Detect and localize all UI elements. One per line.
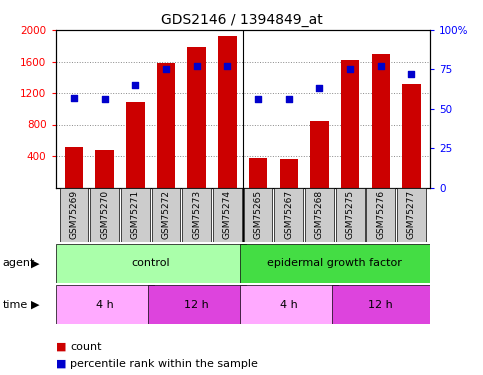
Bar bbox=[243, 188, 272, 242]
Text: 4 h: 4 h bbox=[96, 300, 114, 310]
Bar bbox=[148, 285, 246, 324]
Text: GSM75276: GSM75276 bbox=[376, 190, 385, 239]
Bar bbox=[274, 188, 303, 242]
Bar bbox=[305, 188, 334, 242]
Bar bbox=[240, 285, 338, 324]
Point bbox=[315, 85, 323, 91]
Bar bbox=[59, 188, 88, 242]
Bar bbox=[187, 47, 206, 188]
Text: ■: ■ bbox=[56, 342, 66, 352]
Text: control: control bbox=[131, 258, 170, 268]
Text: GSM75268: GSM75268 bbox=[315, 190, 324, 239]
Bar bbox=[397, 188, 426, 242]
Bar bbox=[56, 285, 154, 324]
Point bbox=[193, 63, 200, 69]
Text: GSM75273: GSM75273 bbox=[192, 190, 201, 239]
Text: epidermal growth factor: epidermal growth factor bbox=[267, 258, 402, 268]
Text: GSM75271: GSM75271 bbox=[131, 190, 140, 239]
Bar bbox=[240, 244, 430, 283]
Point bbox=[346, 66, 354, 72]
Bar bbox=[65, 147, 83, 188]
Bar bbox=[332, 285, 430, 324]
Bar bbox=[402, 84, 421, 188]
Bar bbox=[280, 159, 298, 188]
Point bbox=[254, 96, 262, 102]
Text: 12 h: 12 h bbox=[185, 300, 209, 310]
Bar bbox=[121, 188, 150, 242]
Bar bbox=[249, 158, 267, 188]
Text: time: time bbox=[2, 300, 28, 310]
Bar bbox=[157, 63, 175, 188]
Text: count: count bbox=[70, 342, 101, 352]
Point bbox=[101, 96, 109, 102]
Text: ▶: ▶ bbox=[31, 258, 40, 268]
Point bbox=[224, 63, 231, 69]
Bar bbox=[341, 60, 359, 188]
Text: GSM75272: GSM75272 bbox=[161, 190, 170, 239]
Text: GSM75274: GSM75274 bbox=[223, 190, 232, 239]
Text: percentile rank within the sample: percentile rank within the sample bbox=[70, 359, 258, 369]
Text: ■: ■ bbox=[56, 359, 66, 369]
Bar bbox=[371, 54, 390, 188]
Point bbox=[285, 96, 293, 102]
Bar bbox=[56, 244, 246, 283]
Point bbox=[131, 82, 139, 88]
Bar bbox=[126, 102, 144, 188]
Text: GSM75269: GSM75269 bbox=[70, 190, 78, 239]
Text: GSM75267: GSM75267 bbox=[284, 190, 293, 239]
Bar bbox=[182, 188, 211, 242]
Text: GSM75270: GSM75270 bbox=[100, 190, 109, 239]
Text: GDS2146 / 1394849_at: GDS2146 / 1394849_at bbox=[161, 13, 322, 27]
Text: 12 h: 12 h bbox=[369, 300, 393, 310]
Text: GSM75265: GSM75265 bbox=[254, 190, 263, 239]
Point bbox=[408, 71, 415, 77]
Bar bbox=[213, 188, 242, 242]
Point bbox=[377, 63, 384, 69]
Point bbox=[162, 66, 170, 72]
Bar bbox=[310, 122, 328, 188]
Bar bbox=[152, 188, 181, 242]
Text: ▶: ▶ bbox=[31, 300, 40, 310]
Bar bbox=[96, 150, 114, 188]
Text: 4 h: 4 h bbox=[280, 300, 298, 310]
Text: GSM75277: GSM75277 bbox=[407, 190, 416, 239]
Bar bbox=[90, 188, 119, 242]
Point bbox=[70, 95, 78, 101]
Bar bbox=[336, 188, 365, 242]
Bar bbox=[367, 188, 395, 242]
Text: GSM75275: GSM75275 bbox=[346, 190, 355, 239]
Text: agent: agent bbox=[2, 258, 35, 268]
Bar bbox=[218, 36, 237, 188]
